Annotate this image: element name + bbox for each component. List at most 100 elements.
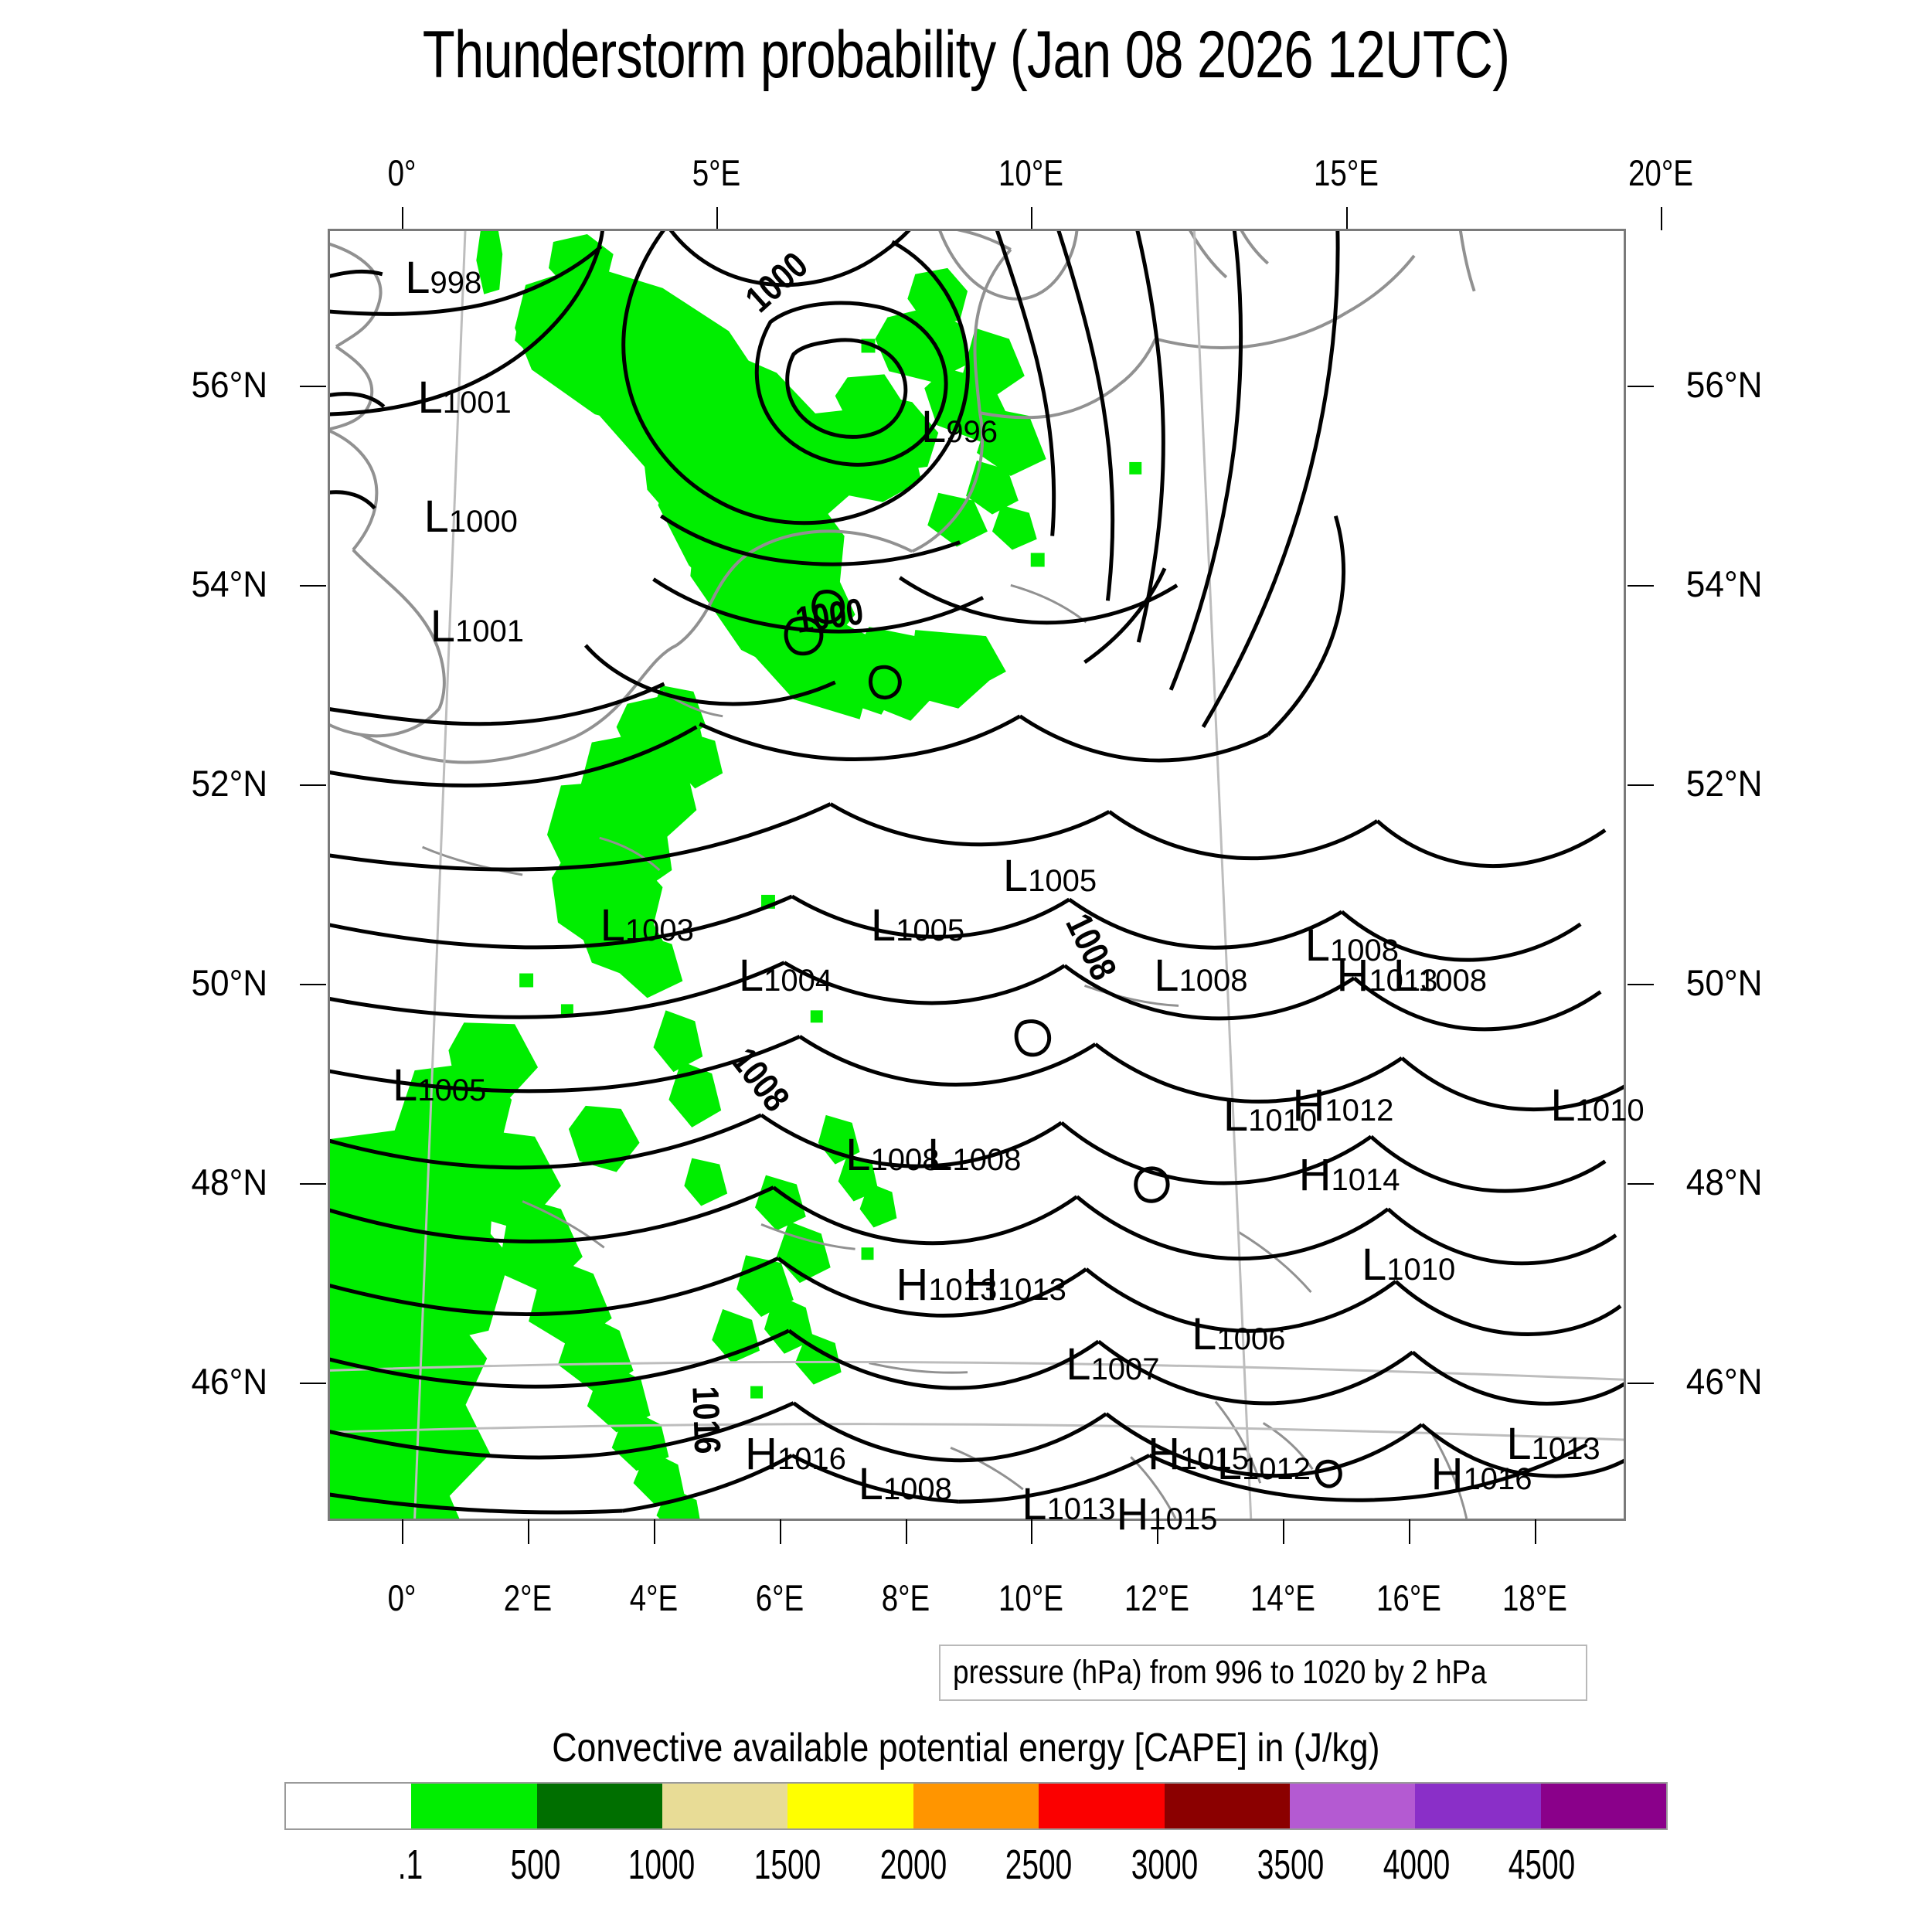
colorbar-swatch[interactable]: [1289, 1784, 1416, 1828]
top-lon-tick-label: 15°E: [1313, 152, 1379, 193]
pressure-centre-value: 1006: [1216, 1322, 1286, 1357]
top-lon-tickmark: [716, 207, 719, 230]
left-lat-tick-label: 46°N: [191, 1360, 268, 1402]
pressure-centre-value: 1004: [764, 963, 833, 998]
colorbar-tick-label: 1000: [628, 1842, 696, 1888]
pressure-centre-marker: H1013: [1336, 950, 1437, 1001]
bottom-lon-tickmark: [653, 1519, 655, 1544]
pressure-centre-value: 1012: [1325, 1093, 1394, 1128]
colorbar-tick-label: 3000: [1131, 1842, 1199, 1888]
colorbar-swatch[interactable]: [1164, 1784, 1290, 1828]
low-centre-symbol: L: [921, 402, 947, 453]
low-centre-symbol: L: [405, 252, 430, 303]
colorbar-tick-label: .1: [397, 1842, 423, 1888]
low-centre-symbol: L: [1304, 920, 1331, 971]
pressure-centre-marker: L1000: [424, 495, 518, 539]
pressure-centre-value: 1008: [883, 1471, 952, 1506]
pressure-centre-marker: L1008: [1393, 953, 1487, 998]
left-lat-tickmark: [300, 1382, 326, 1384]
high-centre-symbol: H: [1148, 1429, 1181, 1480]
left-lat-tickmark: [300, 584, 326, 587]
colorbar-swatch[interactable]: [536, 1784, 663, 1828]
high-centre-symbol: H: [1292, 1080, 1325, 1131]
pressure-centre-marker: L1013: [1506, 1422, 1600, 1467]
pressure-centre-value: 1010: [1575, 1093, 1645, 1128]
high-centre-symbol: H: [965, 1259, 998, 1310]
pressure-centre-value: 998: [430, 265, 482, 300]
colorbar-swatch[interactable]: [286, 1784, 412, 1828]
pressure-range-note-text: pressure (hPa) from 996 to 1020 by 2 hPa: [953, 1654, 1487, 1691]
pressure-centre-value: 1007: [1090, 1352, 1160, 1387]
cape-shading-layer: [330, 231, 1142, 1519]
pressure-centre-value: 1008: [952, 1143, 1022, 1178]
colorbar-swatch[interactable]: [662, 1784, 788, 1828]
pressure-centre-marker: L1005: [871, 903, 964, 948]
colorbar-tick-label: 4000: [1383, 1842, 1450, 1888]
bottom-lon-tickmark: [779, 1519, 781, 1544]
right-lat-tickmark: [1628, 584, 1654, 587]
pressure-centre-value: 1005: [417, 1073, 487, 1107]
low-centre-symbol: L: [430, 601, 456, 652]
colorbar-tick-label: 3500: [1257, 1842, 1325, 1888]
pressure-centre-marker: L1005: [1003, 853, 1097, 899]
pressure-centre-value: 1016: [1463, 1461, 1532, 1496]
high-centre-symbol: H: [1298, 1149, 1332, 1200]
bottom-lon-tickmark: [905, 1519, 907, 1544]
colorbar-swatch[interactable]: [787, 1784, 913, 1828]
bottom-lon-tickmark: [402, 1519, 404, 1544]
low-centre-symbol: L: [1223, 1090, 1249, 1141]
pressure-centre-value: 1016: [777, 1442, 846, 1477]
low-centre-symbol: L: [600, 900, 625, 951]
pressure-centre-value: 1005: [1028, 863, 1097, 898]
pressure-centre-value: 1010: [1386, 1253, 1456, 1287]
pressure-centre-value: 1008: [1418, 963, 1487, 998]
low-centre-symbol: L: [417, 372, 443, 423]
bottom-lon-tick-label: 8°E: [881, 1577, 930, 1618]
map-plot-area[interactable]: [328, 229, 1626, 1521]
low-centre-symbol: L: [1066, 1339, 1091, 1390]
right-lat-tick-label: 52°N: [1685, 762, 1763, 804]
high-centre-symbol: H: [896, 1259, 929, 1310]
high-centre-symbol: H: [1336, 950, 1369, 1001]
colorbar-tick-label: 2000: [879, 1842, 947, 1888]
bottom-lon-tick-label: 6°E: [755, 1577, 804, 1618]
colorbar-swatch[interactable]: [1540, 1784, 1666, 1828]
pressure-centre-value: 1015: [1180, 1442, 1250, 1477]
bottom-lon-tick-label: 18°E: [1502, 1577, 1567, 1618]
low-centre-symbol: L: [1550, 1080, 1576, 1131]
top-lon-tick-label: 0°: [387, 152, 417, 193]
pressure-centre-value: 1008: [870, 1143, 940, 1178]
pressure-centre-value: 1013: [1046, 1492, 1116, 1526]
colorbar-tick-label: 4500: [1509, 1842, 1576, 1888]
pressure-centre-marker: L1008: [859, 1461, 952, 1507]
top-lon-tick-label: 10°E: [998, 152, 1064, 193]
left-lat-tickmark: [300, 385, 326, 387]
graticule-layer: [330, 231, 1624, 1519]
pressure-centre-marker: H1013: [896, 1259, 997, 1310]
low-centre-symbol: L: [1506, 1419, 1532, 1470]
colorbar-swatch[interactable]: [1415, 1784, 1541, 1828]
pressure-centre-marker: L996: [921, 405, 998, 450]
left-lat-tick-label: 54°N: [191, 563, 268, 604]
pressure-centre-value: 1008: [1330, 934, 1399, 968]
colorbar-swatch[interactable]: [411, 1784, 537, 1828]
cape-colorbar[interactable]: [284, 1782, 1668, 1830]
bottom-lon-tick-label: 10°E: [998, 1577, 1064, 1618]
right-lat-tickmark: [1628, 1182, 1654, 1185]
colorbar-swatch[interactable]: [1039, 1784, 1165, 1828]
cape-colorbar-ticks: .1 500 1000 1500 2000 2500 3000 3500 4000 4500: [284, 1841, 1668, 1895]
pressure-centre-marker: L1008: [1154, 953, 1247, 998]
colorbar-swatch[interactable]: [913, 1784, 1039, 1828]
bottom-lon-tickmark: [1157, 1519, 1159, 1544]
right-lat-tick-label: 48°N: [1685, 1161, 1763, 1202]
pressure-centre-marker: L1013: [1022, 1481, 1116, 1527]
top-lon-tickmark: [1345, 207, 1348, 230]
pressure-range-note: pressure (hPa) from 996 to 1020 by 2 hPa: [939, 1645, 1588, 1701]
low-centre-symbol: L: [392, 1060, 418, 1111]
isobar-layer: [330, 231, 1624, 1515]
bottom-lon-tick-label: 16°E: [1376, 1577, 1442, 1618]
low-centre-symbol: L: [1192, 1309, 1217, 1360]
low-centre-symbol: L: [423, 492, 449, 543]
left-lat-tickmark: [300, 784, 326, 786]
pressure-centre-value: 1000: [448, 505, 518, 539]
